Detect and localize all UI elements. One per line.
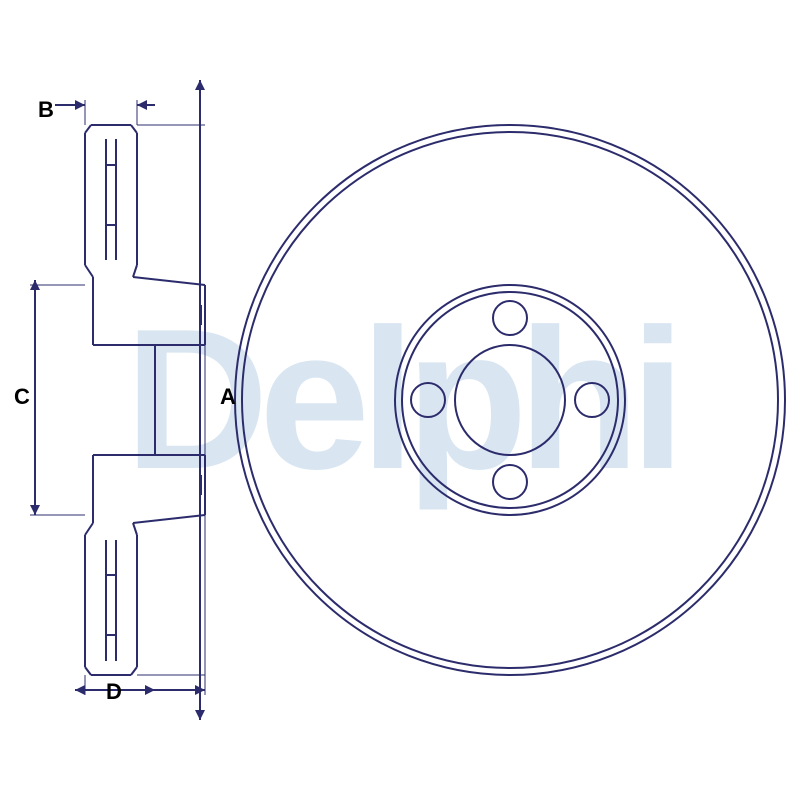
dim-label-d: D <box>106 679 122 705</box>
dim-label-b: B <box>38 97 54 123</box>
dim-label-a: A <box>220 384 236 410</box>
dim-label-c: C <box>14 384 30 410</box>
